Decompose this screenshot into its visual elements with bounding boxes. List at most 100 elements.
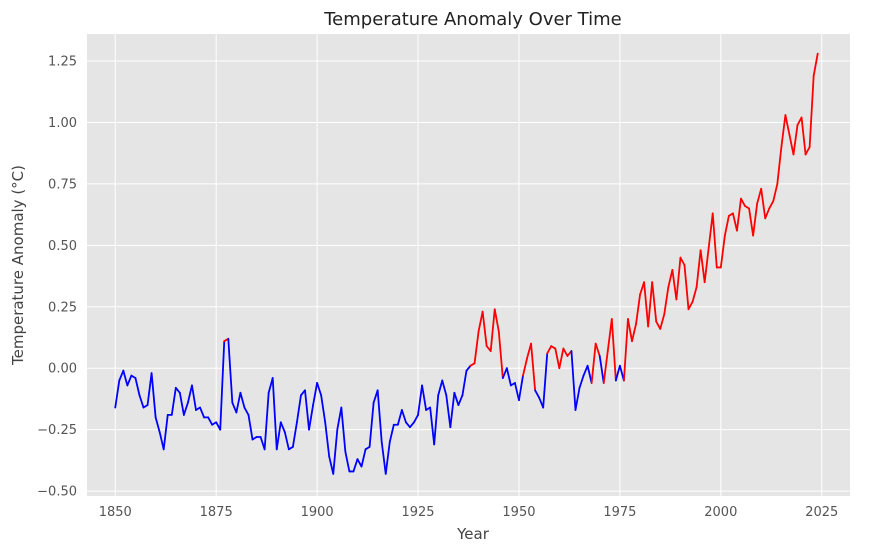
line-segment	[663, 286, 670, 316]
line-segment	[586, 364, 593, 384]
line-segment	[134, 377, 141, 397]
chart-title: Temperature Anomaly Over Time	[323, 9, 621, 30]
line-segment	[344, 450, 351, 473]
line-segment	[465, 364, 472, 372]
line-segment	[328, 455, 335, 475]
line-segment	[768, 200, 775, 210]
line-segment	[239, 391, 246, 409]
line-segment	[655, 320, 662, 330]
line-segment	[275, 421, 282, 451]
line-segment	[635, 293, 641, 325]
line-segment	[380, 441, 387, 475]
line-segment	[651, 281, 658, 323]
line-segment	[170, 386, 177, 416]
line-segment	[610, 318, 617, 382]
x-tick-label: 2000	[704, 505, 737, 520]
line-segment	[764, 207, 771, 220]
line-segment	[631, 323, 637, 343]
line-segment	[623, 318, 629, 382]
line-segment	[687, 300, 694, 311]
line-segment	[207, 416, 214, 426]
line-segment	[534, 389, 541, 399]
line-segment	[219, 340, 226, 431]
line-segment	[247, 414, 254, 441]
line-segment	[695, 249, 702, 289]
line-segment	[304, 389, 310, 431]
line-segment	[647, 281, 654, 328]
line-segment	[150, 372, 157, 419]
line-segment	[114, 379, 121, 409]
line-segment	[699, 249, 706, 284]
line-segment	[598, 355, 605, 384]
line-segment	[433, 394, 440, 446]
x-tick-label: 1925	[401, 505, 434, 520]
line-segment	[784, 114, 791, 136]
line-segment	[421, 384, 428, 411]
y-tick-labels: −0.50 −0.25 0.00 0.25 0.50 0.75 1.00 1.25	[37, 55, 77, 500]
line-segment	[505, 367, 512, 387]
line-segment	[413, 414, 419, 424]
line-segment	[182, 401, 189, 416]
line-segment	[792, 124, 799, 156]
line-segment	[683, 264, 690, 311]
line-segment	[296, 394, 302, 424]
line-segment	[388, 423, 395, 443]
line-segment	[457, 394, 464, 406]
line-segment	[122, 369, 129, 387]
line-segment	[558, 347, 565, 370]
line-segment	[760, 187, 767, 220]
line-segment	[756, 187, 763, 205]
line-segment	[396, 409, 403, 426]
line-segment	[788, 133, 795, 156]
line-segment	[679, 256, 686, 266]
line-segment	[594, 342, 601, 357]
line-segment	[376, 389, 383, 443]
line-segment	[691, 286, 698, 303]
line-segment	[191, 384, 197, 411]
line-segment	[497, 330, 504, 379]
line-segment	[162, 414, 169, 451]
line-segment	[602, 350, 609, 384]
line-segment	[562, 347, 569, 357]
x-tick-label: 1850	[99, 505, 132, 520]
x-tick-label: 1950	[502, 505, 535, 520]
line-segment	[574, 386, 581, 411]
x-tick-label: 1875	[200, 505, 233, 520]
x-tick-label: 1900	[301, 505, 334, 520]
x-tick-label: 2025	[805, 505, 838, 520]
y-tick-label: 0.75	[48, 177, 77, 192]
line-segment	[554, 347, 561, 370]
line-segment	[332, 428, 339, 475]
line-segment	[711, 212, 718, 269]
line-segment	[429, 406, 436, 446]
y-tick-label: 0.25	[48, 300, 77, 315]
x-axis-label: Year	[456, 525, 490, 543]
line-segment	[154, 416, 161, 434]
line-segment	[324, 421, 331, 458]
x-tick-label: 1975	[603, 505, 636, 520]
line-segment	[126, 374, 133, 387]
line-segment	[748, 207, 755, 237]
line-segment	[522, 357, 528, 377]
line-segment	[780, 114, 787, 148]
line-segment	[316, 382, 323, 397]
y-tick-label: −0.25	[37, 423, 77, 438]
line-segment	[360, 448, 367, 468]
line-segment	[174, 386, 181, 394]
line-segment	[776, 146, 783, 185]
line-segment	[707, 212, 714, 249]
line-segment	[752, 202, 759, 237]
line-segment	[283, 431, 290, 451]
line-segment	[719, 234, 726, 269]
line-segment	[235, 391, 242, 414]
line-segment	[590, 342, 597, 384]
line-segment	[340, 406, 347, 453]
line-segment	[800, 116, 807, 156]
line-segment	[582, 364, 589, 377]
line-segment	[772, 183, 779, 203]
line-segment	[320, 394, 327, 424]
line-segment	[146, 372, 153, 406]
line-segment	[336, 406, 343, 431]
line-segment	[606, 318, 613, 352]
line-segment	[740, 197, 746, 207]
